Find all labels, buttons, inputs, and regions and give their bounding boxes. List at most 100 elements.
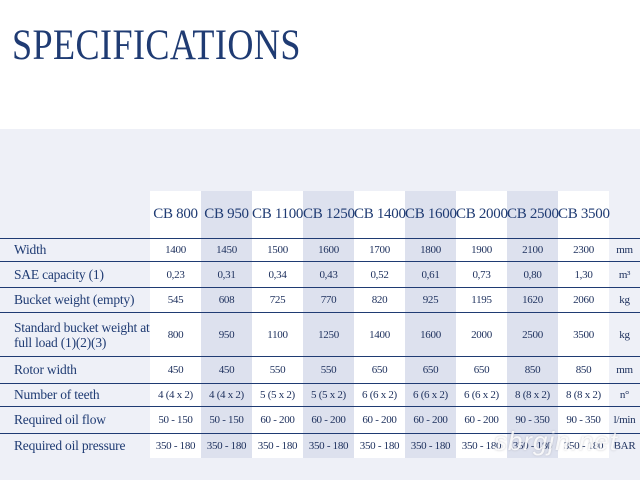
table-cell: 450 (201, 356, 252, 384)
model-header: CB 2500 (507, 191, 559, 239)
row-label: Width (0, 238, 150, 262)
row-label: Required oil flow (0, 406, 150, 434)
table-cell: 0,34 (252, 261, 303, 288)
table-row: Required oil pressure 350 - 180 350 - 18… (0, 433, 640, 458)
model-header: CB 800 (150, 191, 201, 239)
specifications-table: CB 800 CB 950 CB 1100 CB 1250 CB 1400 CB… (0, 191, 640, 458)
table-row: SAE capacity (1) 0,23 0,31 0,34 0,43 0,5… (0, 261, 640, 288)
table-header-row: CB 800 CB 950 CB 1100 CB 1250 CB 1400 CB… (0, 191, 640, 239)
model-header: CB 1400 (354, 191, 406, 239)
table-cell: 800 (150, 312, 201, 357)
table-cell: 0,31 (201, 261, 252, 288)
table-row: Required oil flow 50 - 150 50 - 150 60 -… (0, 406, 640, 434)
table-cell: 925 (405, 287, 456, 313)
watermark: sbrgjn.net (493, 426, 618, 456)
table-cell: 0,43 (303, 261, 354, 288)
table-cell: 1250 (303, 312, 354, 357)
table-cell: 1400 (354, 312, 405, 357)
table-cell: 1450 (201, 238, 252, 262)
table-cell: 60 - 200 (252, 406, 303, 434)
unit-cell: m³ (609, 261, 640, 288)
row-label: Standard bucket weight at full load (1)(… (0, 312, 150, 357)
table-cell: 5 (5 x 2) (303, 383, 354, 407)
header-label-cell (0, 191, 150, 239)
model-header: CB 3500 (558, 191, 610, 239)
table-cell: 90 - 350 (558, 406, 609, 434)
table-cell: 8 (8 x 2) (558, 383, 609, 407)
table-row: Standard bucket weight at full load (1)(… (0, 312, 640, 357)
table-cell: 50 - 150 (201, 406, 252, 434)
model-header: CB 1600 (405, 191, 457, 239)
table-cell: 650 (456, 356, 507, 384)
table-cell: 2300 (558, 238, 609, 262)
row-label: SAE capacity (1) (0, 261, 150, 288)
row-label: Number of teeth (0, 383, 150, 407)
row-label: Rotor width (0, 356, 150, 384)
table-cell: 350 - 180 (303, 433, 354, 458)
table-cell: 545 (150, 287, 201, 313)
table-cell: 1500 (252, 238, 303, 262)
unit-cell: kg (609, 287, 640, 313)
table-cell: 350 - 180 (252, 433, 303, 458)
header-unit-cell (609, 191, 640, 239)
model-header: CB 1100 (252, 191, 303, 239)
row-label-text: Standard bucket weight at full load (1)(… (14, 319, 150, 350)
table-cell: 60 - 200 (303, 406, 354, 434)
unit-cell: BAR (613, 440, 636, 452)
table-cell: 60 - 200 (405, 406, 456, 434)
table-cell: 0,23 (150, 261, 201, 288)
table-cell: 1195 (456, 287, 507, 313)
table-row: Bucket weight (empty) 545 608 725 770 82… (0, 287, 640, 313)
table-cell: 350 - 180 (201, 433, 252, 458)
table-row: Width 1400 1450 1500 1600 1700 1800 1900… (0, 238, 640, 262)
row-label: Required oil pressure (14, 438, 126, 453)
table-cell: 350 - 180 (507, 433, 558, 458)
table-cell: 4 (4 x 2) (201, 383, 252, 407)
table-cell: 820 (354, 287, 405, 313)
table-cell: 6 (6 x 2) (405, 383, 456, 407)
table-cell: 0,80 (507, 261, 558, 288)
table-cell: 60 - 200 (354, 406, 405, 434)
table-cell: 2500 (507, 312, 558, 357)
table-cell: 850 (507, 356, 558, 384)
unit-cell: n° (609, 383, 640, 407)
table-cell: 350 - 180 (150, 433, 201, 458)
table-cell: 8 (8 x 2) (507, 383, 558, 407)
table-cell: 350 - 180 (405, 433, 456, 458)
table-row: Rotor width 450 450 550 550 650 650 650 … (0, 356, 640, 384)
table-cell: 2060 (558, 287, 609, 313)
table-cell: 725 (252, 287, 303, 313)
row-label: Bucket weight (empty) (0, 287, 150, 313)
table-cell: 1100 (252, 312, 303, 357)
table-cell: 0,61 (405, 261, 456, 288)
table-cell: 550 (252, 356, 303, 384)
table-cell: 450 (150, 356, 201, 384)
table-cell: 1400 (150, 238, 201, 262)
table-cell: 60 - 200 (456, 406, 507, 434)
table-cell: 50 - 150 (150, 406, 201, 434)
table-cell: 1900 (456, 238, 507, 262)
table-cell: 0,73 (456, 261, 507, 288)
table-cell: 1620 (507, 287, 558, 313)
table-cell: 2000 (456, 312, 507, 357)
model-header: CB 1250 (303, 191, 355, 239)
table-cell: 3500 (558, 312, 609, 357)
table-cell: 4 (4 x 2) (150, 383, 201, 407)
unit-cell: mm (609, 238, 640, 262)
model-header: CB 950 (201, 191, 252, 239)
table-cell: 850 (558, 356, 609, 384)
table-cell: 1600 (405, 312, 456, 357)
table-cell: 650 (405, 356, 456, 384)
table-cell: 770 (303, 287, 354, 313)
table-cell: 90 - 350 (507, 406, 558, 434)
page-title: SPECIFICATIONS (12, 22, 301, 69)
unit-cell: kg (609, 312, 640, 357)
model-header: CB 2000 (456, 191, 508, 239)
table-cell: 550 (303, 356, 354, 384)
unit-cell: mm (609, 356, 640, 384)
table-cell: 608 (201, 287, 252, 313)
table-cell: 0,52 (354, 261, 405, 288)
table-cell: 6 (6 x 2) (354, 383, 405, 407)
table-cell: 650 (354, 356, 405, 384)
table-cell: 950 (201, 312, 252, 357)
